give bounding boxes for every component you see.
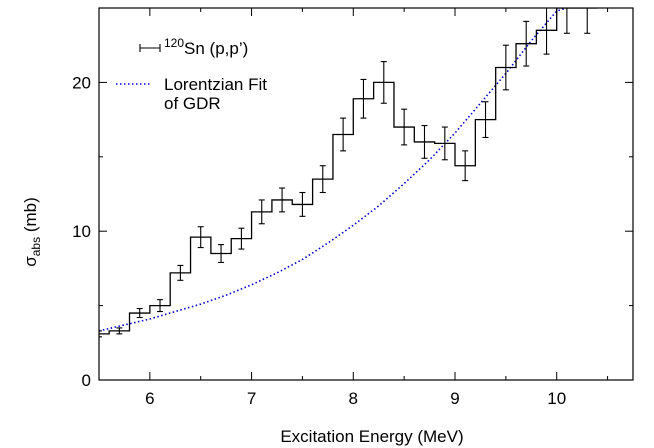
x-axis-label: Excitation Energy (MeV) <box>280 427 463 446</box>
legend-label-fit-line2: of GDR <box>164 94 221 113</box>
legend-item-fit: Lorentzian Fit of GDR <box>116 75 267 113</box>
y-axis-label-main: σ <box>21 256 40 267</box>
errorbar-20 <box>502 44 509 91</box>
errorbar-13 <box>360 78 367 119</box>
errorbar-7 <box>238 227 245 250</box>
errorbar-10 <box>299 191 306 217</box>
errorbar-18 <box>462 150 469 182</box>
errorbar-0 <box>99 330 102 338</box>
y-axis-label-rest: (mb) <box>21 197 40 237</box>
errorbar-6 <box>218 244 225 263</box>
legend-label-fit-line1: Lorentzian Fit <box>164 75 267 94</box>
legend-label-data-main: Sn (p,p’) <box>184 39 248 58</box>
errorbar-24 <box>584 8 591 34</box>
x-tick-label: 10 <box>547 389 566 408</box>
errorbar-22 <box>543 8 550 55</box>
errorbar-21 <box>523 20 530 67</box>
x-tick-label: 7 <box>247 389 256 408</box>
y-axis-label-sub: abs <box>29 237 43 256</box>
legend-marker-errorbar <box>139 44 161 52</box>
x-tick-label: 6 <box>145 389 154 408</box>
legend-item-data: 120Sn (p,p’) <box>139 36 248 58</box>
plot-content <box>99 8 598 338</box>
errorbar-23 <box>563 8 570 34</box>
errorbar-5 <box>197 226 204 249</box>
legend: 120Sn (p,p’) Lorentzian Fit of GDR <box>116 36 267 113</box>
errorbar-1 <box>116 327 123 335</box>
errorbar-3 <box>157 299 164 313</box>
y-tick-label: 10 <box>72 222 91 241</box>
legend-label-data: 120Sn (p,p’) <box>164 36 248 58</box>
plot-area <box>99 8 598 338</box>
axes: 6 7 8 9 10 0 10 20 <box>72 7 634 408</box>
y-axis-label: σabs (mb) <box>21 197 43 267</box>
errorbar-2 <box>136 308 143 319</box>
errorbar-11 <box>319 165 326 194</box>
errorbar-15 <box>401 108 408 146</box>
plot-frame <box>98 7 634 381</box>
errorbar-4 <box>177 264 184 281</box>
histogram-steps <box>99 8 598 335</box>
y-tick-label: 20 <box>72 73 91 92</box>
errorbar-16 <box>421 125 428 159</box>
y-tick-label: 0 <box>82 371 91 390</box>
errorbar-17 <box>441 126 448 161</box>
x-tick-label: 9 <box>450 389 459 408</box>
legend-label-data-sup: 120 <box>164 36 184 50</box>
errorbar-8 <box>258 199 265 225</box>
errorbar-14 <box>380 61 387 104</box>
errorbar-9 <box>279 187 286 213</box>
errorbar-19 <box>482 101 489 139</box>
x-tick-label: 8 <box>349 389 358 408</box>
errorbar-12 <box>340 117 347 152</box>
